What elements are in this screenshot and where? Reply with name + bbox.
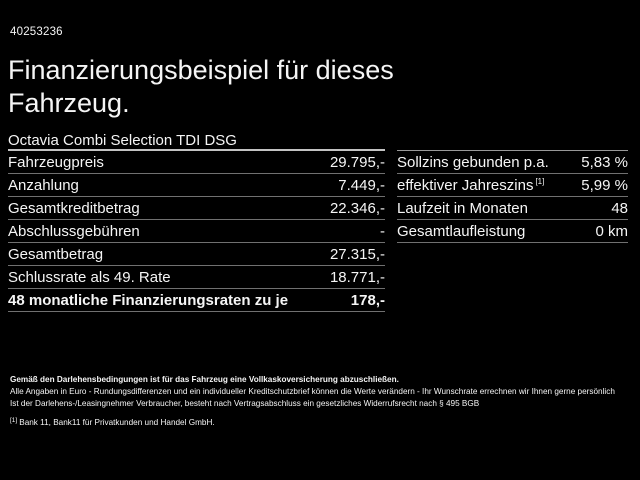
finance-table: Octavia Combi Selection TDI DSG Fahrzeug… xyxy=(8,132,385,312)
footnote-marker: [1] xyxy=(10,416,18,424)
footer: Gemäß den Darlehensbedingungen ist für d… xyxy=(10,374,638,429)
footnote-text: Bank 11, Bank11 für Privatkunden und Han… xyxy=(19,417,215,427)
table-row-gesamtbetrag: Gesamtbetrag 27.315,- xyxy=(8,243,385,266)
row-value: 48 xyxy=(611,199,628,217)
bank-footnote: [1] Bank 11, Bank11 für Privatkunden und … xyxy=(10,415,638,429)
row-label: Schlussrate als 49. Rate xyxy=(8,268,171,286)
table-row-jahreszins: effektiver Jahreszins [1] 5,99 % xyxy=(397,174,628,197)
row-label: Fahrzeugpreis xyxy=(8,153,104,171)
table-row-fahrzeugpreis: Fahrzeugpreis 29.795,- xyxy=(8,151,385,174)
insurance-note: Gemäß den Darlehensbedingungen ist für d… xyxy=(10,375,399,384)
row-value: 7.449,- xyxy=(338,176,385,194)
row-label: Gesamtbetrag xyxy=(8,245,104,263)
vehicle-name: Octavia Combi Selection TDI DSG xyxy=(8,132,385,151)
row-label: Gesamtlaufleistung xyxy=(397,222,526,240)
conditions-table: Sollzins gebunden p.a. 5,83 % effektiver… xyxy=(397,150,628,243)
row-value: 29.795,- xyxy=(329,153,385,171)
table-row-laufzeit: Laufzeit in Monaten 48 xyxy=(397,197,628,220)
table-row-sollzins: Sollzins gebunden p.a. 5,83 % xyxy=(397,151,628,174)
table-row-gesamtkreditbetrag: Gesamtkreditbetrag 22.346,- xyxy=(8,197,385,220)
row-value: 5,99 % xyxy=(581,176,628,194)
row-label: Anzahlung xyxy=(8,176,79,194)
row-label: Gesamtkreditbetrag xyxy=(8,199,140,217)
row-value: 27.315,- xyxy=(329,245,385,263)
row-value: 0 km xyxy=(595,222,628,240)
row-value: 5,83 % xyxy=(581,153,628,171)
page-title: Finanzierungsbeispiel für dieses Fahrzeu… xyxy=(8,55,394,118)
row-value: - xyxy=(380,222,385,240)
row-value: 22.346,- xyxy=(329,199,385,217)
row-label: effektiver Jahreszins [1] xyxy=(397,177,544,194)
disclaimer-line-2: Ist der Darlehens-/Leasingnehmer Verbrau… xyxy=(10,399,480,409)
vehicle-id: 40253236 xyxy=(10,26,63,38)
row-label: Laufzeit in Monaten xyxy=(397,199,528,217)
row-label: Sollzins gebunden p.a. xyxy=(397,153,549,171)
table-row-monatsrate: 48 monatliche Finanzierungsraten zu je 1… xyxy=(8,289,385,312)
row-label-text: effektiver Jahreszins xyxy=(397,176,534,194)
row-label: Abschlussgebühren xyxy=(8,222,140,240)
row-label: 48 monatliche Finanzierungsraten zu je xyxy=(8,291,289,309)
table-row-gesamtlaufleistung: Gesamtlaufleistung 0 km xyxy=(397,220,628,243)
row-value: 18.771,- xyxy=(329,268,385,286)
table-row-schlussrate: Schlussrate als 49. Rate 18.771,- xyxy=(8,266,385,289)
table-row-abschlussgebuehren: Abschlussgebühren - xyxy=(8,220,385,243)
row-value: 178,- xyxy=(350,291,385,309)
footnote-marker: [1] xyxy=(535,176,545,186)
table-row-anzahlung: Anzahlung 7.449,- xyxy=(8,174,385,197)
disclaimer-line-1: Alle Angaben in Euro - Rundungsdifferenz… xyxy=(10,387,615,397)
